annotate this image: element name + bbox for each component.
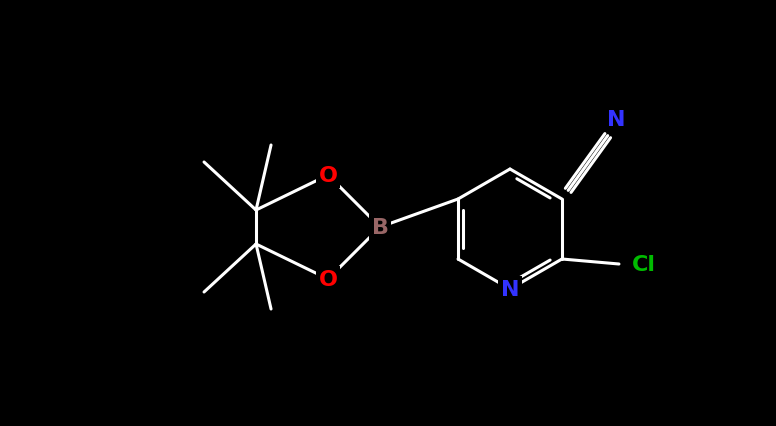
Text: O: O [318, 269, 338, 289]
Text: N: N [501, 279, 519, 299]
Text: Cl: Cl [632, 254, 656, 274]
Text: O: O [318, 166, 338, 186]
Text: B: B [372, 218, 389, 237]
Text: N: N [607, 110, 625, 130]
